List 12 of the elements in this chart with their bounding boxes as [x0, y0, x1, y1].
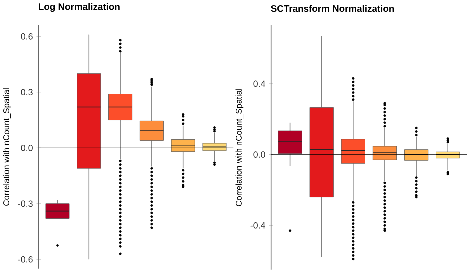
y-tick-label: -0.3	[18, 200, 33, 208]
y-tick-label: -0.4	[250, 222, 266, 229]
y-axis-title: Correlation with nCount_Spatial	[3, 88, 12, 206]
chart-title: SCTransform Normalization	[271, 5, 394, 12]
y-tick-label: 0.0	[254, 152, 266, 158]
y-axis-title: Correlation with nCount_Spatial	[236, 89, 244, 207]
y-tick-label: 0.6	[21, 34, 33, 40]
y-tick-label: -0.6	[18, 256, 33, 263]
chart-title: Log Normalization	[39, 3, 120, 12]
y-tick-label: 0.3	[21, 89, 33, 96]
y-tick-label: 0.4	[254, 80, 266, 88]
y-tick-label: 0.0	[21, 145, 33, 152]
